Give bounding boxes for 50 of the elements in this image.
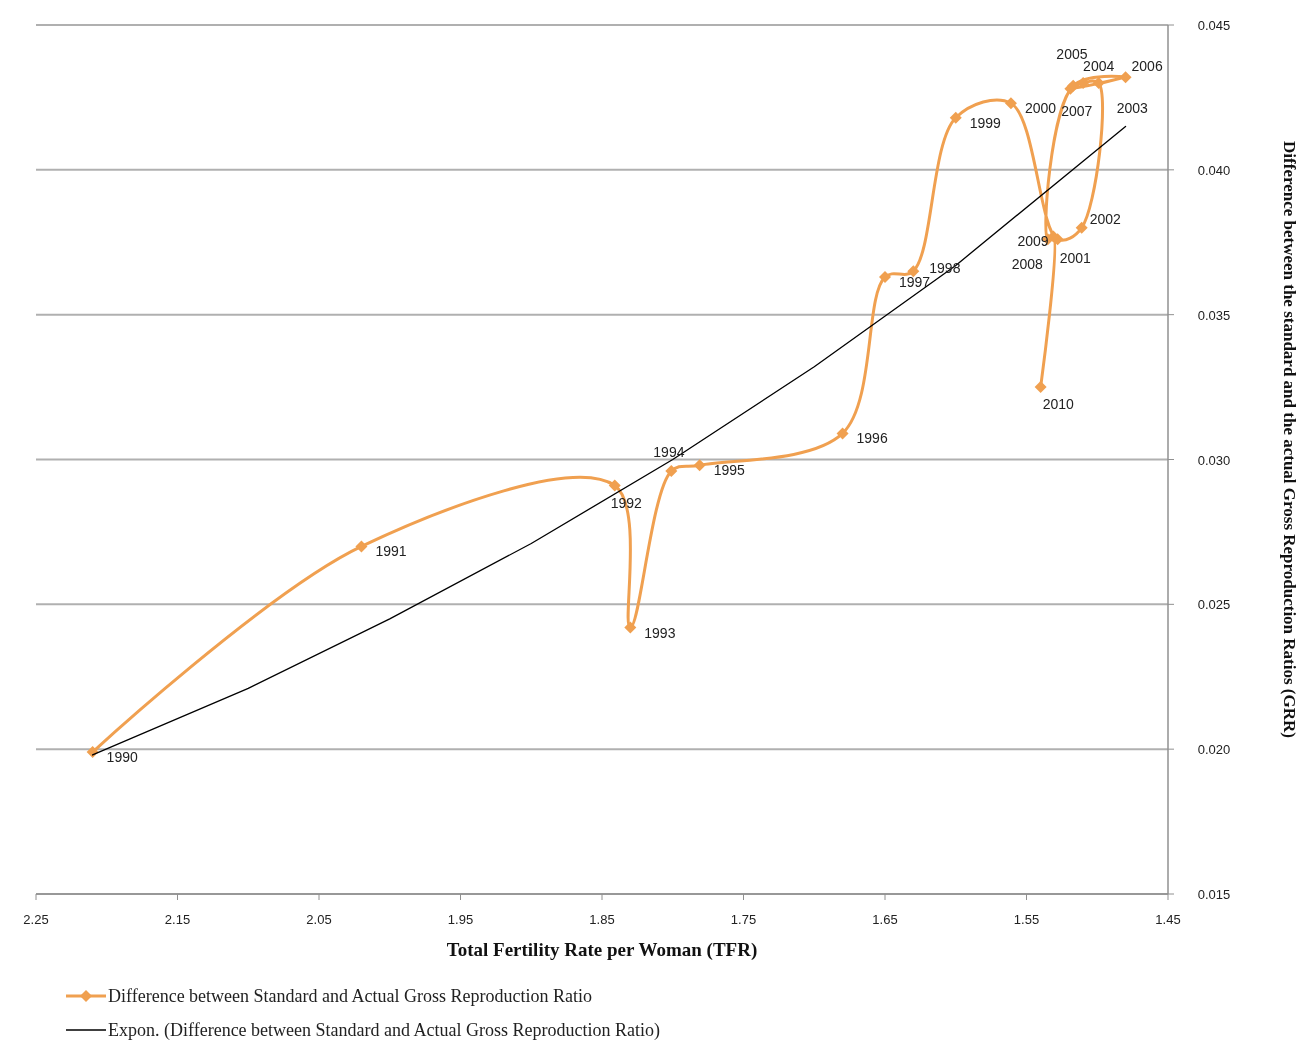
point xyxy=(1034,381,1047,394)
annotation: 1990 xyxy=(106,749,138,766)
point xyxy=(907,265,920,278)
annotation: 2000 xyxy=(1024,100,1057,117)
y-tick-label: 0.015 xyxy=(1197,887,1231,902)
point xyxy=(665,465,678,478)
annotation: 1991 xyxy=(375,543,407,560)
point xyxy=(624,621,637,634)
x-tick-label: 1.45 xyxy=(1155,912,1181,927)
y-tick-label: 0.035 xyxy=(1197,307,1231,323)
y-tick-label: 0.040 xyxy=(1197,162,1231,178)
legend-label: Expon. (Difference between Standard and Actual Gross Reproduction Ratio) xyxy=(108,1020,661,1041)
x-tick-label: 1.75 xyxy=(730,912,757,927)
point xyxy=(608,479,621,492)
annotation: 2005 xyxy=(1056,45,1088,62)
annotation: 1995 xyxy=(713,462,745,479)
x-axis-title: Total Fertility Rate per Woman (TFR) xyxy=(446,939,758,961)
annotation: 1999 xyxy=(969,114,1002,131)
y-tick-label: 0.020 xyxy=(1197,742,1231,758)
point xyxy=(949,111,962,124)
annotation: 1993 xyxy=(644,624,676,641)
y-tick-label: 0.030 xyxy=(1197,452,1231,468)
point xyxy=(879,271,891,284)
annotation: 2009 xyxy=(1017,233,1049,250)
annotation: 2001 xyxy=(1059,250,1091,267)
x-tick-label: 2.25 xyxy=(23,912,49,927)
point xyxy=(836,427,849,440)
point xyxy=(355,540,368,553)
annotation: 2002 xyxy=(1089,210,1122,227)
annotation: 1994 xyxy=(653,444,685,461)
annotation: 2008 xyxy=(1011,256,1044,273)
y-axis-title: Difference between the standard and the actual Gross Reproduction Ratios (GRR) xyxy=(1280,141,1299,738)
x-tick-label: 1.65 xyxy=(872,912,898,927)
y-tick-label: 0.025 xyxy=(1197,597,1231,613)
x-tick-label: 1.95 xyxy=(447,912,474,927)
annotation: 2007 xyxy=(1061,102,1093,119)
x-tick-label: 2.05 xyxy=(306,912,332,927)
annotation: 1996 xyxy=(856,430,888,447)
x-tick-label: 2.15 xyxy=(164,912,191,927)
y-tick-label: 0.045 xyxy=(1197,18,1231,33)
x-tick-label: 1.85 xyxy=(589,912,615,927)
annotation: 2010 xyxy=(1042,396,1075,413)
annotation: 2003 xyxy=(1116,99,1149,116)
point xyxy=(1075,221,1088,234)
annotation: 2006 xyxy=(1131,58,1163,75)
annotation: 1997 xyxy=(899,274,931,291)
point xyxy=(1004,97,1017,110)
x-tick-label: 1.55 xyxy=(1013,912,1040,927)
point xyxy=(693,459,706,472)
legend-label: Difference between Standard and Actual Gross Reproduction Ratio xyxy=(108,986,593,1006)
